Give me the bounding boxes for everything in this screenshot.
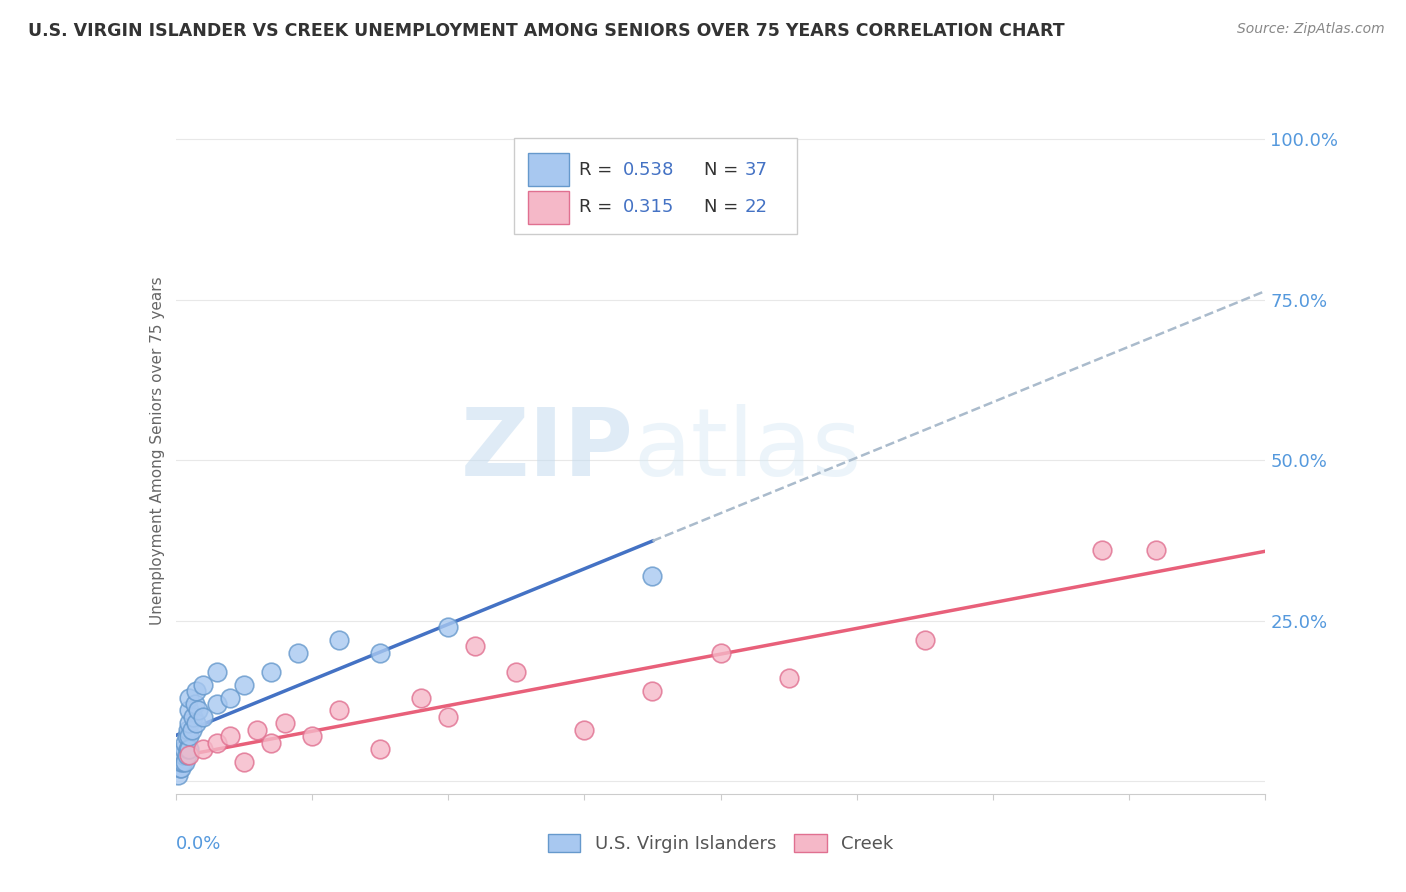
Point <box>260 665 283 679</box>
Point <box>172 755 194 769</box>
Point <box>184 697 207 711</box>
Point <box>169 761 191 775</box>
Text: 37: 37 <box>745 161 768 178</box>
Point <box>179 703 201 717</box>
Point <box>177 742 200 756</box>
Point <box>191 710 214 724</box>
Point <box>179 742 201 756</box>
Point <box>176 729 198 743</box>
Point <box>778 671 800 685</box>
Y-axis label: Unemployment Among Seniors over 75 years: Unemployment Among Seniors over 75 years <box>149 277 165 624</box>
Point <box>181 723 204 737</box>
Point <box>179 748 201 763</box>
Text: 0.538: 0.538 <box>623 161 673 178</box>
Point <box>176 748 198 763</box>
Point <box>179 729 201 743</box>
Point <box>170 755 193 769</box>
Point <box>710 646 733 660</box>
Text: U.S. VIRGIN ISLANDER VS CREEK UNEMPLOYMENT AMONG SENIORS OVER 75 YEARS CORRELATI: U.S. VIRGIN ISLANDER VS CREEK UNEMPLOYME… <box>28 22 1064 40</box>
Text: 22: 22 <box>745 198 768 217</box>
Legend: U.S. Virgin Islanders, Creek: U.S. Virgin Islanders, Creek <box>540 827 901 861</box>
Text: R =: R = <box>579 161 617 178</box>
FancyBboxPatch shape <box>513 138 797 234</box>
Point <box>437 710 460 724</box>
Point <box>464 639 486 653</box>
Text: N =: N = <box>704 198 744 217</box>
Point <box>191 678 214 692</box>
Point <box>232 755 254 769</box>
Point <box>328 703 350 717</box>
Text: ZIP: ZIP <box>461 404 633 497</box>
FancyBboxPatch shape <box>527 153 569 186</box>
Point <box>914 632 936 647</box>
Point <box>219 690 242 705</box>
Point <box>179 716 201 731</box>
Point <box>437 620 460 634</box>
Point <box>174 755 197 769</box>
Point <box>260 735 283 749</box>
Point <box>219 729 242 743</box>
Point <box>368 742 391 756</box>
Point <box>205 665 228 679</box>
Point <box>574 723 596 737</box>
Point <box>274 716 297 731</box>
Text: atlas: atlas <box>633 404 862 497</box>
Point <box>173 748 195 763</box>
Text: 0.315: 0.315 <box>623 198 673 217</box>
Point <box>179 690 201 705</box>
Text: Source: ZipAtlas.com: Source: ZipAtlas.com <box>1237 22 1385 37</box>
Point <box>177 723 200 737</box>
Text: R =: R = <box>579 198 617 217</box>
Point <box>287 646 309 660</box>
Point <box>205 735 228 749</box>
Point <box>641 684 664 698</box>
Point <box>173 742 195 756</box>
Point <box>174 735 197 749</box>
Point <box>246 723 269 737</box>
Point <box>328 632 350 647</box>
Point <box>1144 543 1167 558</box>
Point <box>186 684 208 698</box>
Point <box>409 690 432 705</box>
Point <box>183 710 205 724</box>
Point <box>170 761 193 775</box>
Point <box>1091 543 1114 558</box>
Point <box>205 697 228 711</box>
Point <box>232 678 254 692</box>
Point <box>186 716 208 731</box>
Text: N =: N = <box>704 161 744 178</box>
FancyBboxPatch shape <box>527 191 569 224</box>
Text: 0.0%: 0.0% <box>176 835 221 853</box>
Point <box>167 767 190 781</box>
Point <box>641 568 664 582</box>
Point <box>505 665 527 679</box>
Point <box>172 748 194 763</box>
Point <box>301 729 323 743</box>
Point <box>186 703 209 717</box>
Point <box>368 646 391 660</box>
Point <box>191 742 214 756</box>
